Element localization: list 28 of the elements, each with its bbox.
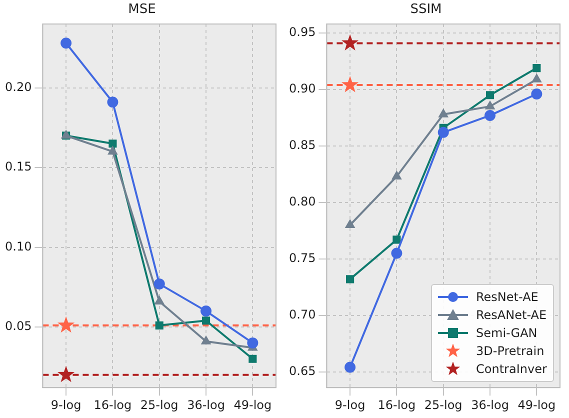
chart-title: SSIM — [409, 2, 443, 17]
y-tick-label: 0.70 — [289, 307, 316, 322]
x-tick-label: 16-log — [94, 398, 132, 412]
y-tick-label: 0.80 — [289, 194, 316, 209]
legend-label: Semi-GAN — [476, 326, 538, 340]
legend-label: ResANet-AE — [476, 308, 547, 322]
y-tick-label: 0.85 — [289, 138, 316, 152]
x-tick-label: 36-log — [471, 398, 509, 412]
x-tick-label: 36-log — [187, 398, 225, 412]
x-tick-label: 49-log — [518, 398, 556, 412]
y-tick-label: 0.75 — [289, 250, 316, 265]
x-tick-label: 9-log — [50, 398, 82, 412]
y-tick-label: 0.95 — [289, 25, 316, 40]
y-tick-label: 0.65 — [289, 364, 316, 378]
x-tick-label: 25-log — [140, 398, 178, 412]
y-tick-label: 0.20 — [5, 80, 32, 94]
legend-label: ResNet-AE — [476, 290, 538, 304]
y-tick-label: 0.15 — [5, 160, 32, 174]
x-tick-label: 49-log — [234, 398, 272, 412]
y-tick-label: 0.10 — [5, 239, 32, 254]
legend-label: 3D-Pretrain — [476, 344, 544, 358]
y-tick-label: 0.90 — [289, 82, 316, 96]
chart-title: MSE — [127, 2, 157, 17]
x-tick-label: 16-log — [378, 398, 416, 412]
y-tick-label: 0.05 — [5, 319, 32, 334]
legend-label: ContraInver — [476, 362, 547, 376]
x-tick-label: 25-log — [424, 398, 462, 412]
x-tick-label: 9-log — [334, 398, 366, 412]
